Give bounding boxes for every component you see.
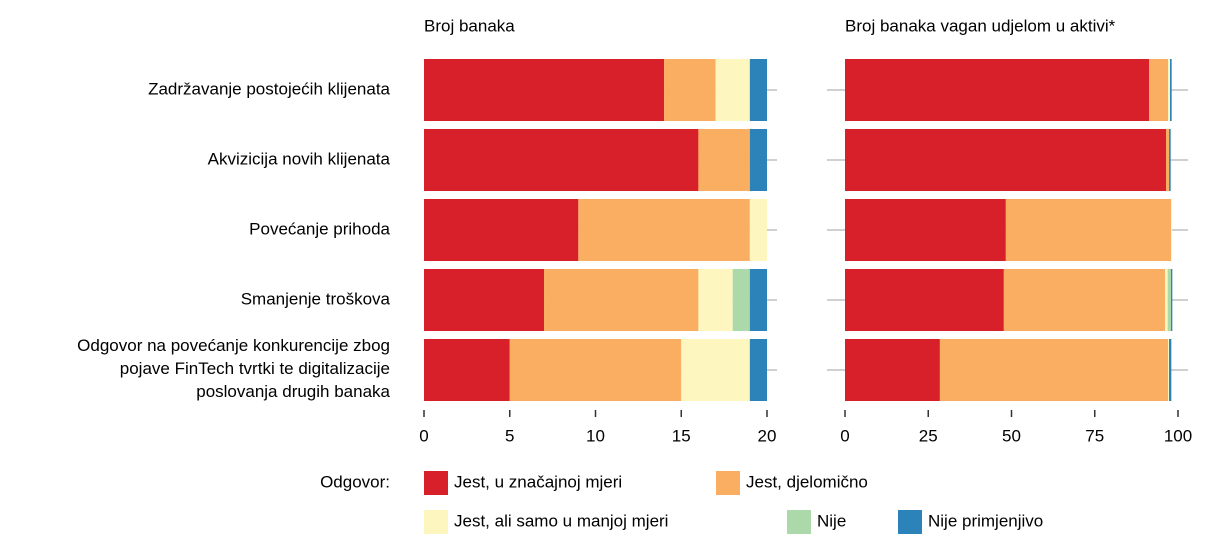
legend-title: Odgovor: [320,472,390,491]
bar-segment [749,339,767,401]
legend-label: Jest, ali samo u manjoj mjeri [454,511,668,530]
x-tick-label: 0 [840,426,849,445]
x-tick-label: 5 [505,426,514,445]
bar-segment [424,339,510,401]
category-label: Zadržavanje postojećih klijenata [148,79,390,98]
bar-segment [1168,339,1170,401]
category-label: Odgovor na povećanje konkurencije zbog po… [77,336,390,401]
category-label: Akvizicija novih klijenata [208,149,391,168]
bar-segment [544,269,699,331]
bar-segment [732,269,750,331]
x-tick-label: 20 [758,426,777,445]
legend-swatch [787,510,811,534]
legend-label: Jest, u značajnoj mjeri [454,472,622,491]
bar-segment [749,59,767,121]
bar-segment [1005,199,1172,261]
category-label: Smanjenje troškova [241,289,391,308]
bar-segment [1149,59,1169,121]
bar-segment [749,199,767,261]
bar-segment [845,339,940,401]
bar-segment [1171,269,1173,331]
x-tick-label: 15 [672,426,691,445]
x-tick-label: 100 [1164,426,1192,445]
x-tick-label: 25 [919,426,938,445]
legend-label: Jest, djelomično [746,472,868,491]
bar-segment [664,59,716,121]
legend-swatch [898,510,922,534]
x-tick-label: 0 [419,426,428,445]
bar-segment [845,199,1006,261]
chart-title: Broj banaka [424,16,515,35]
bar-segment [1168,59,1171,121]
legend-swatch [424,471,448,495]
bar-segment [845,269,1004,331]
bar-segment [424,59,665,121]
bar-segment [715,59,750,121]
bar-segment [939,339,1169,401]
bar-segment [1171,199,1173,261]
x-tick-label: 50 [1002,426,1021,445]
bar-segment [1170,59,1172,121]
bar-segment [845,59,1150,121]
legend-label: Nije [817,511,846,530]
bar-segment [1165,269,1168,331]
bar-segment [424,129,699,191]
bar-segment [681,339,750,401]
chart-title: Broj banaka vagan udjelom u aktivi* [845,16,1116,35]
category-label: Povećanje prihoda [249,219,390,238]
bar-segment [1003,269,1166,331]
x-tick-label: 10 [586,426,605,445]
bar-segment [1169,339,1172,401]
legend-swatch [716,471,740,495]
bar-segment [424,199,579,261]
bar-segment [698,269,733,331]
x-tick-label: 75 [1085,426,1104,445]
bar-segment [1169,129,1171,191]
legend-swatch [424,510,448,534]
bar-segment [749,129,767,191]
bar-segment [845,129,1167,191]
bar-segment [1167,269,1172,331]
bar-segment [509,339,682,401]
bar-segment [1166,129,1170,191]
bar-segment [698,129,750,191]
bar-segment [424,269,545,331]
bar-segment [578,199,750,261]
bar-segment [749,269,767,331]
legend-label: Nije primjenjivo [928,511,1043,530]
